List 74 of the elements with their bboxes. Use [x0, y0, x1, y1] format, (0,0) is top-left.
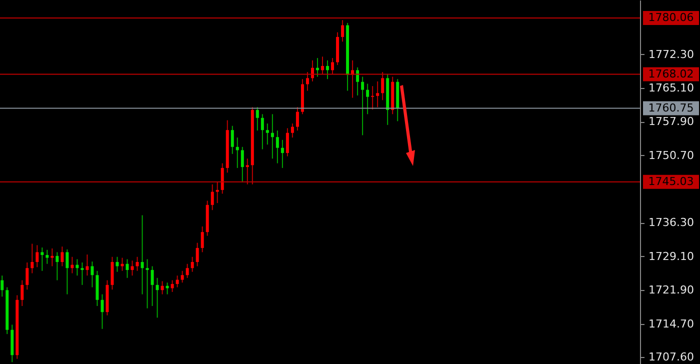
- y-tick-label: 1736.30: [648, 216, 694, 230]
- candlestick: [260, 114, 264, 150]
- candlestick: [376, 80, 380, 108]
- candlestick: [246, 158, 249, 185]
- candlestick: [381, 72, 384, 101]
- candlestick: [180, 270, 184, 284]
- candlestick: [140, 214, 144, 295]
- ref-line-label: 1760.75: [648, 101, 694, 114]
- candlestick: [341, 20, 344, 42]
- candlestick: [280, 139, 284, 168]
- candlestick: [290, 123, 294, 138]
- candlestick: [321, 56, 324, 75]
- y-tick-label: 1721.90: [648, 284, 694, 297]
- candlestick: [116, 256, 119, 272]
- candlestick: [216, 182, 219, 204]
- ref-line-label: 1780.06: [648, 10, 694, 24]
- candlestick: [130, 260, 134, 276]
- candlestick: [240, 146, 244, 182]
- candlestick: [366, 83, 370, 115]
- candlestick: [40, 247, 44, 272]
- candlestick: [190, 256, 194, 272]
- candlestick: [160, 280, 164, 295]
- candlestick: [30, 243, 34, 274]
- candlestick: [256, 106, 259, 132]
- y-tick-label: 1772.30: [648, 48, 694, 61]
- candlestick: [136, 256, 139, 272]
- candlestick: [90, 261, 94, 288]
- ref-line-label: 1768.02: [648, 67, 694, 80]
- candlestick: [0, 275, 4, 298]
- y-tick-label: 1750.70: [648, 148, 694, 162]
- candlestick: [50, 248, 54, 267]
- candlestick: [296, 106, 299, 132]
- candlestick: [266, 123, 269, 146]
- candlestick: [100, 294, 104, 330]
- candlestick: [80, 262, 84, 286]
- candlestick: [326, 60, 330, 80]
- candlestick: [186, 263, 189, 278]
- y-tick-label: 1765.10: [648, 81, 694, 94]
- candlestick: [126, 258, 129, 278]
- y-tick-label: 1714.70: [648, 317, 694, 330]
- candlestick: [156, 277, 159, 318]
- candlestick: [361, 76, 364, 136]
- candlestick: [276, 130, 279, 164]
- candlestick: [46, 249, 49, 264]
- candlestick: [170, 280, 174, 292]
- candlestick: [20, 280, 24, 306]
- candlestick: [286, 128, 289, 157]
- candlestick: [26, 262, 29, 290]
- candlestick: [60, 246, 64, 267]
- candlestick: [331, 58, 334, 75]
- y-tick-label: 1729.10: [648, 250, 694, 263]
- candlestick: [220, 162, 224, 194]
- candlestick: [306, 72, 309, 92]
- candlestick: [230, 125, 234, 154]
- candlestick: [200, 226, 204, 253]
- candlestick: [270, 114, 274, 160]
- ref-line-label: 1745.03: [648, 174, 694, 188]
- candlestick: [146, 258, 149, 309]
- candlestick: [66, 248, 69, 295]
- candlestick: [210, 184, 214, 211]
- candlestick: [70, 256, 74, 274]
- candlestick: [371, 86, 374, 110]
- candlestick: [176, 275, 179, 288]
- y-tick-label: 1707.60: [648, 350, 694, 364]
- candlestick: [110, 256, 114, 290]
- candlestick: [236, 137, 239, 168]
- candlestick: [76, 258, 79, 276]
- candlestick: [86, 254, 89, 276]
- candlestick: [56, 252, 59, 281]
- candlestick: [36, 244, 39, 268]
- candlestick: [196, 242, 199, 267]
- candlestick: [150, 266, 154, 306]
- candlestick: [356, 66, 360, 96]
- y-tick-label: 1757.90: [648, 115, 694, 128]
